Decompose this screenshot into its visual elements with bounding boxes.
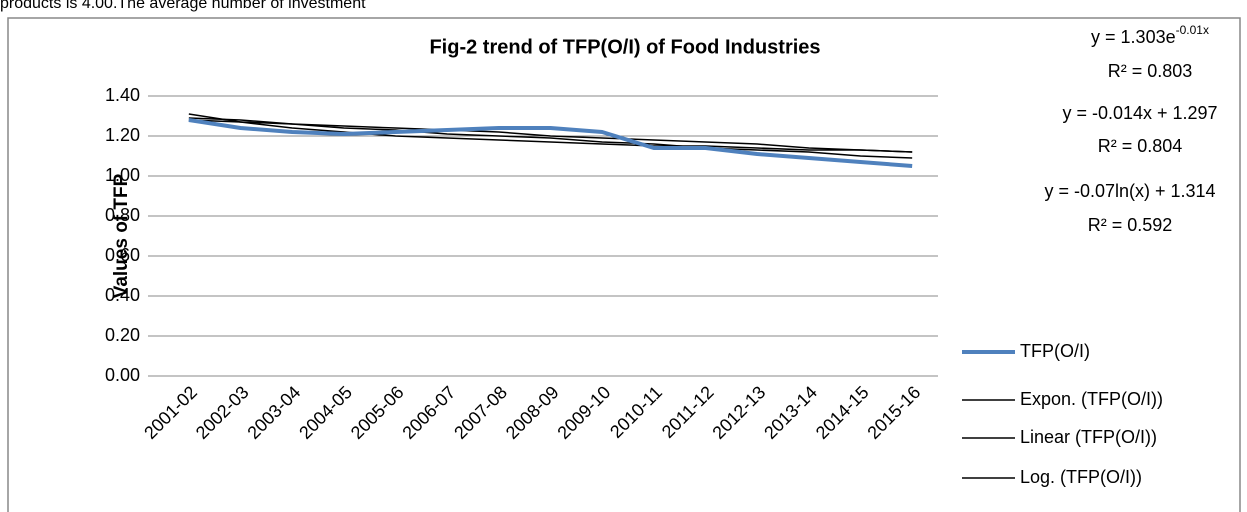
x-tick-label: 2014-15 bbox=[812, 382, 873, 443]
y-tick-label: 1.20 bbox=[105, 125, 140, 145]
equation-main: R² = 0.803 bbox=[1108, 61, 1193, 81]
x-tick-label: 2004-05 bbox=[295, 382, 356, 443]
x-tick-label: 2007-08 bbox=[450, 382, 511, 443]
x-tick-label: 2012-13 bbox=[708, 382, 769, 443]
x-tick-label: 2002-03 bbox=[192, 382, 253, 443]
x-tick-label: 2013-14 bbox=[760, 382, 821, 443]
equation-main: y = -0.07ln(x) + 1.314 bbox=[1044, 181, 1215, 201]
trend-equation: y = -0.014x + 1.297 bbox=[1062, 103, 1217, 123]
x-tick-label: 2011-12 bbox=[658, 382, 718, 442]
legend-label: Linear (TFP(O/I)) bbox=[1020, 427, 1157, 447]
trend-equation: y = -0.07ln(x) + 1.314 bbox=[1044, 181, 1215, 201]
y-tick-label: 1.00 bbox=[105, 165, 140, 185]
legend-label: TFP(O/I) bbox=[1020, 341, 1090, 361]
y-tick-label: 0.40 bbox=[105, 285, 140, 305]
y-tick-label: 0.20 bbox=[105, 325, 140, 345]
trend-equation: R² = 0.803 bbox=[1108, 61, 1193, 81]
equation-main: R² = 0.804 bbox=[1098, 136, 1183, 156]
caption-above: products is 4.00.The average number of i… bbox=[0, 0, 366, 12]
x-tick-label: 2001-02 bbox=[140, 382, 201, 443]
y-tick-label: 0.00 bbox=[105, 365, 140, 385]
x-tick-label: 2008-09 bbox=[502, 382, 563, 443]
y-tick-label: 0.60 bbox=[105, 245, 140, 265]
series-line bbox=[188, 113, 913, 153]
x-tick-label: 2006-07 bbox=[398, 382, 459, 443]
x-tick-label: 2010-11 bbox=[606, 382, 666, 442]
series-line bbox=[188, 117, 913, 153]
legend-label: Expon. (TFP(O/I)) bbox=[1020, 389, 1163, 409]
x-tick-label: 2005-06 bbox=[347, 382, 408, 443]
trend-equation: R² = 0.804 bbox=[1098, 136, 1183, 156]
trend-equation: y = 1.303e-0.01x bbox=[1091, 23, 1209, 47]
series-line bbox=[188, 118, 913, 168]
chart-frame bbox=[7, 17, 1241, 512]
equation-main: y = -0.014x + 1.297 bbox=[1062, 103, 1217, 123]
x-tick-label: 2015-16 bbox=[863, 382, 924, 443]
chart-title: Fig-2 trend of TFP(O/I) of Food Industri… bbox=[429, 36, 820, 58]
series-line bbox=[188, 119, 913, 159]
x-tick-label: 2009-10 bbox=[553, 382, 614, 443]
equation-main: y = 1.303e bbox=[1091, 27, 1176, 47]
y-axis-label: Values of TFP bbox=[111, 173, 132, 298]
equation-main: R² = 0.592 bbox=[1088, 215, 1173, 235]
trend-equation: R² = 0.592 bbox=[1088, 215, 1173, 235]
y-tick-label: 1.40 bbox=[105, 85, 140, 105]
y-tick-label: 0.80 bbox=[105, 205, 140, 225]
equation-superscript: -0.01x bbox=[1176, 23, 1209, 37]
x-tick-label: 2003-04 bbox=[243, 382, 304, 443]
legend-label: Log. (TFP(O/I)) bbox=[1020, 467, 1142, 487]
